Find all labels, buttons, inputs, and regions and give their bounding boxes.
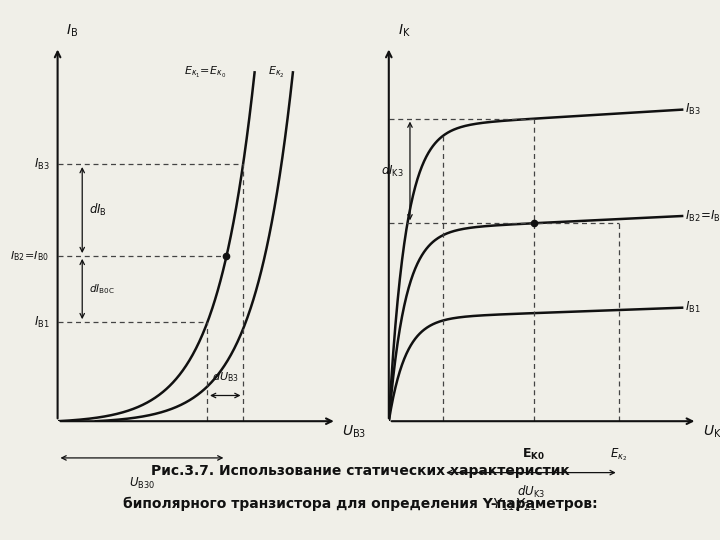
- Text: $\mathbf{E}_{\mathbf{K0}}$: $\mathbf{E}_{\mathbf{K0}}$: [523, 447, 546, 462]
- Text: $U_{\mathsf{B}\mathsf{3}}$: $U_{\mathsf{B}\mathsf{3}}$: [342, 424, 366, 441]
- Text: $Y_{21}$: $Y_{21}$: [515, 497, 536, 513]
- Text: $dU_{\mathsf{K}\mathsf{3}}$: $dU_{\mathsf{K}\mathsf{3}}$: [517, 484, 545, 500]
- Text: $I_{\mathsf{B2}}\!=\!I_{\mathsf{B0}}$: $I_{\mathsf{B2}}\!=\!I_{\mathsf{B0}}$: [11, 249, 50, 263]
- Text: $E_{\kappa_1}\!=\!E_{\kappa_0}$: $E_{\kappa_1}\!=\!E_{\kappa_0}$: [184, 65, 227, 80]
- Text: $dI_{\mathsf{K}\mathsf{3}}$: $dI_{\mathsf{K}\mathsf{3}}$: [381, 163, 404, 179]
- Text: $dI_{\mathsf{B0C}}$: $dI_{\mathsf{B0C}}$: [89, 282, 115, 296]
- Text: $dI_{\mathsf{B}}$: $dI_{\mathsf{B}}$: [89, 202, 107, 218]
- Text: $I_{\mathsf{B1}}$: $I_{\mathsf{B1}}$: [34, 314, 50, 329]
- Text: $Y_{11},$: $Y_{11},$: [484, 497, 519, 513]
- Text: $I_{\mathsf{B3}}$: $I_{\mathsf{B3}}$: [34, 157, 50, 172]
- Text: $I_{\mathsf{B1}}$: $I_{\mathsf{B1}}$: [685, 300, 701, 315]
- Text: Рис.3.7. Использование статических характеристик: Рис.3.7. Использование статических харак…: [150, 464, 570, 478]
- Text: биполярного транзистора для определения Y-параметров:: биполярного транзистора для определения …: [122, 497, 598, 511]
- Text: $I_{\mathsf{B3}}$: $I_{\mathsf{B3}}$: [685, 102, 701, 117]
- Text: $U_{\mathsf{B}\mathsf{3}0}$: $U_{\mathsf{B}\mathsf{3}0}$: [129, 476, 155, 491]
- Text: $E_{\kappa_2}$: $E_{\kappa_2}$: [610, 447, 627, 463]
- Text: $dU_{\mathsf{B}\mathsf{3}}$: $dU_{\mathsf{B}\mathsf{3}}$: [212, 370, 238, 384]
- Text: $U_{\mathsf{K}\mathsf{3}}$: $U_{\mathsf{K}\mathsf{3}}$: [703, 424, 720, 441]
- Text: $I_{\mathsf{K}}$: $I_{\mathsf{K}}$: [398, 23, 410, 39]
- Text: $I_{\mathsf{B}}$: $I_{\mathsf{B}}$: [66, 23, 78, 39]
- Text: $E_{\kappa_2}$: $E_{\kappa_2}$: [269, 65, 284, 80]
- Text: $I_{\mathsf{B2}}\!=\!I_{\mathsf{B0}}$: $I_{\mathsf{B2}}\!=\!I_{\mathsf{B0}}$: [685, 208, 720, 224]
